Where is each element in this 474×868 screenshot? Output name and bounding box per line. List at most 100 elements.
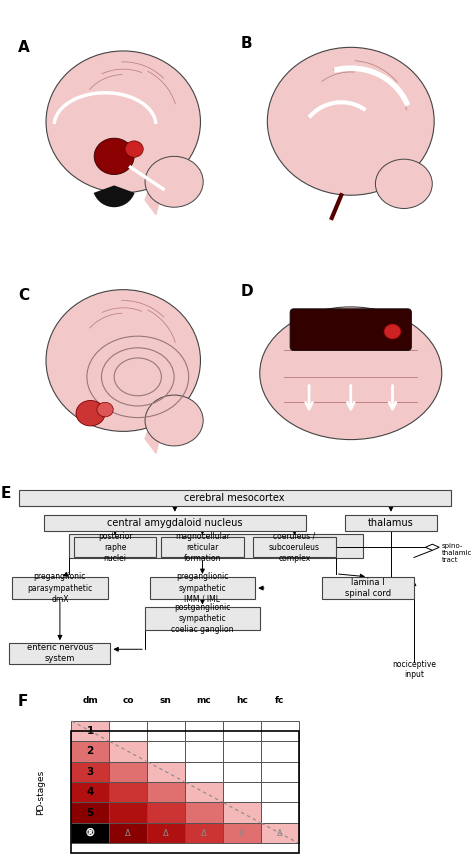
Bar xyxy=(223,782,261,802)
Bar xyxy=(223,823,261,843)
Ellipse shape xyxy=(375,159,432,208)
Text: ®: ® xyxy=(85,828,95,838)
Text: Δ: Δ xyxy=(163,829,169,838)
Text: magnocellular
reticular
formation: magnocellular reticular formation xyxy=(175,532,230,562)
Bar xyxy=(147,823,185,843)
Ellipse shape xyxy=(46,290,201,431)
Bar xyxy=(71,802,109,823)
Bar xyxy=(261,802,299,823)
Text: dm: dm xyxy=(82,696,98,705)
FancyBboxPatch shape xyxy=(290,309,411,351)
Polygon shape xyxy=(145,424,160,453)
Text: D: D xyxy=(241,284,254,299)
Text: cerebral mesocortex: cerebral mesocortex xyxy=(184,493,285,503)
Ellipse shape xyxy=(267,48,434,195)
Text: Δ: Δ xyxy=(125,829,131,838)
Bar xyxy=(109,741,147,761)
Text: postganglionic
sympathetic
coeliac ganglion: postganglionic sympathetic coeliac gangl… xyxy=(171,603,234,635)
Bar xyxy=(71,720,109,741)
Bar xyxy=(147,782,185,802)
Text: ®: ® xyxy=(85,828,95,838)
Bar xyxy=(261,823,299,843)
Ellipse shape xyxy=(145,156,203,207)
FancyBboxPatch shape xyxy=(322,577,414,599)
Ellipse shape xyxy=(46,51,201,193)
Text: enteric nervous
system: enteric nervous system xyxy=(27,643,93,663)
FancyBboxPatch shape xyxy=(9,643,110,663)
Bar xyxy=(109,720,147,741)
Text: PD-stages: PD-stages xyxy=(36,770,45,815)
Bar xyxy=(71,741,109,761)
Bar xyxy=(71,823,109,843)
Bar xyxy=(185,761,223,782)
Bar xyxy=(109,802,147,823)
Text: B: B xyxy=(241,36,253,51)
Polygon shape xyxy=(426,544,439,550)
Text: 5: 5 xyxy=(86,807,94,818)
FancyBboxPatch shape xyxy=(345,515,437,531)
Ellipse shape xyxy=(94,138,134,174)
Text: C: C xyxy=(18,288,29,303)
Text: co: co xyxy=(122,696,134,705)
Text: 4: 4 xyxy=(86,787,94,797)
Bar xyxy=(223,720,261,741)
Text: Δ: Δ xyxy=(277,829,283,838)
FancyBboxPatch shape xyxy=(145,608,260,630)
Bar xyxy=(185,802,223,823)
Ellipse shape xyxy=(125,141,143,157)
Bar xyxy=(147,720,185,741)
Bar xyxy=(147,761,185,782)
Text: central amygdaloid nucleus: central amygdaloid nucleus xyxy=(107,518,243,528)
Text: sn: sn xyxy=(160,696,172,705)
Ellipse shape xyxy=(260,307,442,439)
Bar xyxy=(185,720,223,741)
Text: posterior
raphe
nuclei: posterior raphe nuclei xyxy=(98,532,132,562)
Bar xyxy=(223,802,261,823)
FancyBboxPatch shape xyxy=(44,515,306,531)
Wedge shape xyxy=(94,186,135,207)
FancyBboxPatch shape xyxy=(18,490,451,507)
Text: thalamus: thalamus xyxy=(368,518,414,528)
FancyBboxPatch shape xyxy=(69,534,364,558)
Text: preganglionic
sympathetic
IMM / IML: preganglionic sympathetic IMM / IML xyxy=(176,573,228,603)
Bar xyxy=(71,782,109,802)
Ellipse shape xyxy=(76,400,105,426)
Bar xyxy=(223,741,261,761)
Bar xyxy=(109,782,147,802)
Polygon shape xyxy=(145,186,160,214)
FancyBboxPatch shape xyxy=(12,577,108,599)
Text: nociceptive
input: nociceptive input xyxy=(392,660,436,680)
Bar xyxy=(261,720,299,741)
Text: 3: 3 xyxy=(86,766,94,777)
Bar xyxy=(261,782,299,802)
Text: mc: mc xyxy=(196,696,211,705)
Bar xyxy=(185,823,223,843)
Bar xyxy=(109,823,147,843)
Bar xyxy=(71,731,299,853)
Text: hc: hc xyxy=(236,696,248,705)
FancyBboxPatch shape xyxy=(161,537,244,557)
Bar xyxy=(261,761,299,782)
Bar xyxy=(185,782,223,802)
Bar xyxy=(261,741,299,761)
Bar xyxy=(147,741,185,761)
Text: E: E xyxy=(0,486,10,501)
Text: lamina I
spinal cord: lamina I spinal cord xyxy=(345,578,391,598)
Ellipse shape xyxy=(384,324,401,339)
Bar xyxy=(109,761,147,782)
Ellipse shape xyxy=(97,402,113,417)
Text: spino-
thalamic
tract: spino- thalamic tract xyxy=(441,543,472,563)
Text: fc: fc xyxy=(275,696,284,705)
Text: 2: 2 xyxy=(86,746,94,756)
Text: coeruleus /
subcoeruleus
complex: coeruleus / subcoeruleus complex xyxy=(269,532,320,562)
Bar xyxy=(147,802,185,823)
Text: Δ: Δ xyxy=(239,829,245,838)
FancyBboxPatch shape xyxy=(73,537,156,557)
Bar xyxy=(185,741,223,761)
Text: Δ: Δ xyxy=(201,829,207,838)
FancyBboxPatch shape xyxy=(253,537,336,557)
Text: preganglionic
parasympathetic
dmX: preganglionic parasympathetic dmX xyxy=(27,573,92,603)
Bar xyxy=(223,761,261,782)
FancyBboxPatch shape xyxy=(150,577,255,599)
Text: A: A xyxy=(18,40,29,55)
